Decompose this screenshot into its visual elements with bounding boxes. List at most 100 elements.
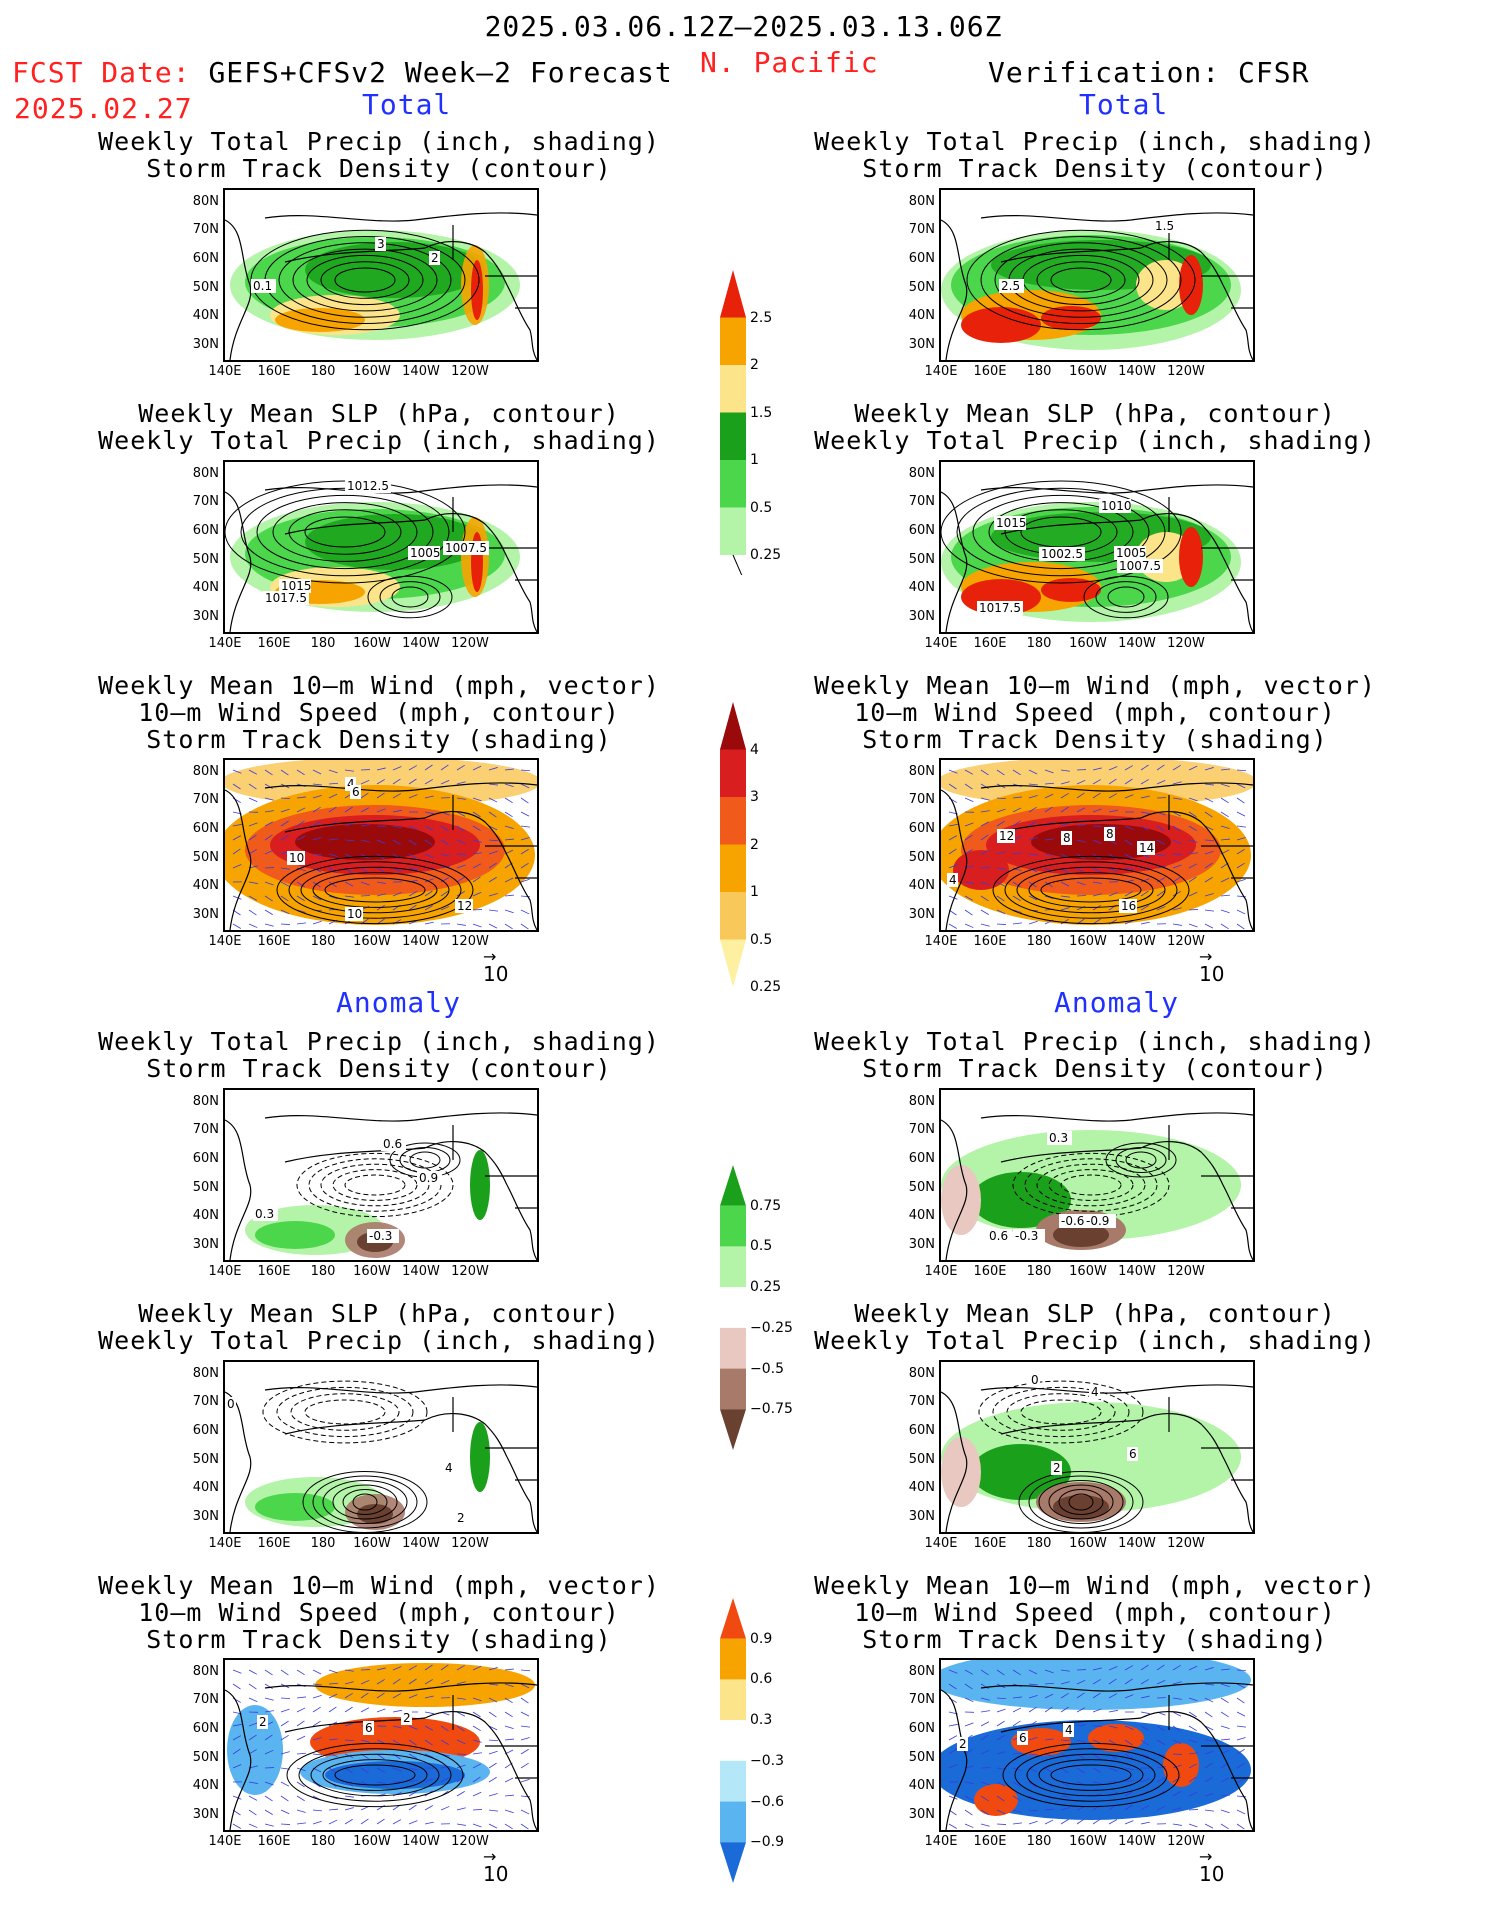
contour-label: 6 [352,785,360,799]
contour-label-bg [997,829,1015,843]
map-panel-r4: 0.3 0.6 -0.3 -0.6 -0.9 [939,1088,1255,1262]
map-svg: 320.1 [225,212,537,360]
lon-tick-label: 120W [1167,636,1205,651]
lon-tick-label: 180 [310,934,336,949]
contour-label: 1017.5 [265,591,307,605]
anom-storm-pos-4 [974,1784,1018,1816]
lat-tick-label: 50N [192,850,219,865]
region-label: N. Pacific [700,46,879,79]
lon-tick-label: 140W [402,636,440,651]
contour-label: 2 [1053,1461,1061,1475]
lat-tick-label: 80N [192,1094,219,1109]
map-panel-l4: 0.6 0.9 0.3 -0.3 [223,1088,539,1262]
lat-tick-label: 70N [192,1122,219,1137]
colorbar-segment [720,1205,746,1247]
lon-tick-label: 160W [353,364,391,379]
vector-reference-value: 10 [483,1862,509,1886]
colorbar-tick-label: 0.5 [750,931,773,948]
panel-title-line: Weekly Mean SLP (hPa, contour) [138,1299,620,1328]
contour-label: 2 [403,1711,411,1725]
contour-label-bg [253,1207,278,1221]
lat-tick-label: 50N [908,850,935,865]
colorbar-tick-label: 1 [750,452,759,468]
panel-title-l5: Weekly Mean SLP (hPa, contour) Weekly Tot… [83,1300,675,1354]
precip-shading-red-2 [1041,578,1101,602]
lat-tick-label: 40N [908,1208,935,1223]
lon-tick-label: 140W [402,1264,440,1279]
lon-tick-label: 120W [451,1834,489,1849]
panel-title-l2: Weekly Mean SLP (hPa, contour) Weekly Tot… [83,400,675,454]
panel-title-line: Weekly Total Precip (inch, shading) [814,426,1376,455]
panel-title-line: Weekly Total Precip (inch, shading) [814,1326,1376,1355]
lat-tick-label: 60N [908,821,935,836]
contour-label: 4 [1065,1723,1073,1737]
contour-label: 0.6 [989,1229,1008,1243]
lat-tick-label: 40N [192,1778,219,1793]
contour-label-bg [947,873,958,887]
panel-title-line: Weekly Mean 10–m Wind (mph, vector) [814,1571,1376,1600]
lon-tick-label: 160W [1069,1834,1107,1849]
lon-tick-label: 180 [1026,934,1052,949]
colorbar-segment [720,749,746,797]
contour-label-bg [1059,1214,1091,1228]
contour-label: 4 [347,777,355,791]
storm-density-4 [295,824,435,860]
lat-tick-label: 60N [192,1423,219,1438]
colorbar-tick-label: −0.25 [750,1319,793,1336]
contour-label-bg [1137,841,1155,855]
fcst-date-prefix: FCST Date: [12,56,191,89]
lon-tick-label: 160E [973,636,1007,651]
contour-label-bg [287,851,305,865]
panel-title-r5: Weekly Mean SLP (hPa, contour) Weekly Tot… [799,1300,1391,1354]
lon-tick-label: 160E [973,934,1007,949]
lat-tick-label: 70N [192,494,219,509]
lon-tick-label: 140E [924,364,958,379]
panel-title-l1: Weekly Total Precip (inch, shading) Storm… [83,128,675,182]
contour-label-bg [443,1461,454,1475]
map-svg: 0 4 2 6 [941,1373,1253,1532]
contour-label-bg [455,1511,466,1525]
contour-label-bg [1119,899,1137,913]
vector-reference: → 10 [1199,949,1224,987]
lon-tick-label: 140W [1118,1536,1156,1551]
lat-tick-label: 70N [908,1692,935,1707]
contour-label: 1012.5 [347,479,389,493]
panel-title-l6: Weekly Mean 10–m Wind (mph, vector) 10–m … [83,1572,675,1653]
lat-tick-label: 80N [908,1664,935,1679]
anom-precip-pos [971,1172,1071,1228]
colorbar-tick-label: −0.6 [750,1793,784,1810]
anom-precip-neg-west [941,1165,981,1235]
colorbar-tri-bottom [720,1842,746,1883]
precip-shading-red [961,307,1041,343]
map-svg: 6 2 2 [225,1663,537,1830]
colorbar-tick-label: −0.5 [750,1360,784,1377]
lat-tick-label: 70N [192,1394,219,1409]
anom-storm-north [315,1663,535,1707]
contour-label: 1010 [1101,499,1132,513]
colorbar-segment [720,365,746,413]
contour-label-bg [1013,1229,1045,1243]
panel-title-line: Weekly Total Precip (inch, shading) [814,1027,1376,1056]
colorbar-tick-label: 0.9 [750,1630,773,1647]
lon-tick-label: 180 [310,1264,336,1279]
lon-tick-label: 160E [973,1536,1007,1551]
lon-tick-label: 180 [310,1536,336,1551]
panel-title-line: 10–m Wind Speed (mph, contour) [138,1598,620,1627]
map-panel-r1: 1.5 2.5 [939,188,1255,362]
contour-label: -0.3 [1015,1229,1038,1243]
lat-tick-label: 40N [192,1480,219,1495]
lat-tick-label: 50N [908,1750,935,1765]
lat-tick-label: 30N [192,907,219,922]
contour-label-bg [1127,1447,1138,1461]
colorbar-tri-bottom [720,1409,746,1450]
map-svg: 46 10 10 12 [225,760,537,930]
contour-label-bg [429,251,440,265]
lat-tick-label: 40N [192,1208,219,1223]
lon-tick-label: 120W [1167,1834,1205,1849]
lon-tick-label: 140E [208,636,242,651]
fcst-line: FCST Date: GEFS+CFSv2 Week–2 Forecast [12,56,673,89]
lon-tick-label: 140E [208,1536,242,1551]
panel-title-line: Weekly Mean 10–m Wind (mph, vector) [98,1571,660,1600]
colorbar-segment [720,1638,746,1680]
